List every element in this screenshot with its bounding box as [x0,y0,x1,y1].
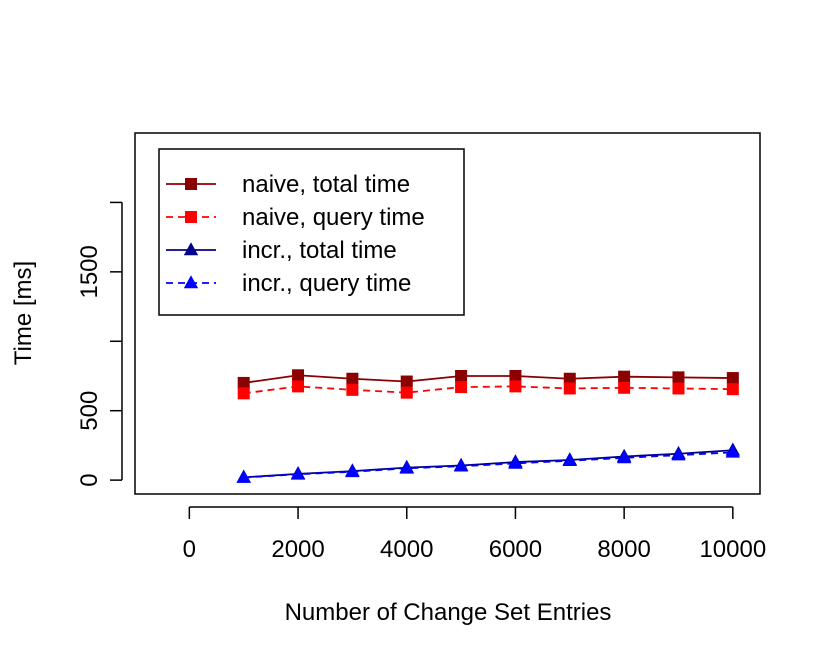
legend-marker [185,211,197,223]
y-tick-label: 500 [76,391,103,431]
legend-item: incr., query time [166,270,411,297]
legend-marker [185,178,197,190]
data-point [237,387,250,400]
data-point [346,383,359,396]
series-line [243,385,733,395]
series-layer [236,369,741,483]
legend-box [158,148,465,316]
data-point [346,372,359,385]
data-point [508,455,523,469]
y-tick-label: 1500 [76,245,103,298]
data-point [509,380,522,393]
series-line [243,449,733,479]
data-point [292,380,305,393]
data-point [563,382,576,395]
data-point [726,372,739,385]
y-tick-label: 0 [76,473,103,486]
data-point [618,381,631,394]
legend: naive, total time naive, query time incr.,… [158,148,465,316]
series-3 [236,442,741,483]
data-point [562,452,577,466]
legend-label: incr., total time [242,237,397,264]
data-point [563,372,576,385]
x-tick-label: 4000 [380,536,433,563]
series-2 [237,380,739,400]
x-tick-label: 8000 [597,536,650,563]
data-point [290,466,306,480]
data-point [509,369,522,382]
x-tick-label: 0 [183,536,196,563]
legend-item: incr., total time [166,237,397,264]
data-point [400,375,413,388]
legend-item: naive, query time [166,204,425,231]
legend-item: naive, total time [166,171,410,198]
data-point [400,386,413,399]
data-point [236,469,251,483]
data-point [671,447,686,461]
data-point [455,369,468,382]
legend-label: naive, query time [242,204,425,231]
data-point [725,444,741,458]
x-tick-label: 2000 [271,536,324,563]
legend-marker [183,275,199,289]
x-tick-label: 10000 [699,536,766,563]
legend-marker [183,242,199,256]
data-point [399,460,414,474]
data-point [672,371,685,384]
series-line [243,451,733,479]
legend-label: naive, total time [242,171,410,198]
data-point [616,450,632,464]
data-point [345,463,360,478]
data-point [618,370,631,383]
data-point [455,381,468,394]
plot-frame [134,132,761,495]
data-point [453,458,469,472]
data-point [292,369,305,382]
x-tick-label: 6000 [489,536,542,563]
data-point [726,383,739,396]
y-axis-label: Time [ms] [10,261,37,365]
series-4 [236,444,741,483]
x-axis: 0 2000 4000 6000 8000 10000 [183,506,766,563]
data-point [237,376,250,389]
legend-label: incr., query time [242,270,411,297]
series-1 [237,369,739,389]
x-axis-label: Number of Change Set Entries [285,599,612,626]
y-axis: 0 500 1500 [76,201,123,487]
data-point [672,382,685,395]
series-line [243,374,733,384]
